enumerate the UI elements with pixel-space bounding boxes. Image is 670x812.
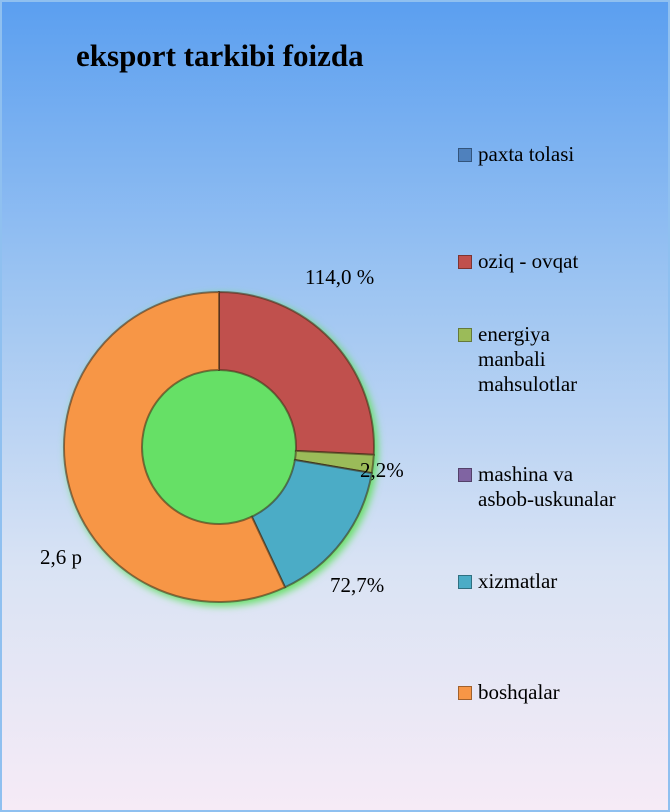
chart-title: eksport tarkibi foizda <box>76 38 364 73</box>
legend-item: boshqalar <box>458 680 560 705</box>
legend-label: paxta tolasi <box>478 142 575 166</box>
legend-label: boshqalar <box>478 680 560 704</box>
legend-item: oziq - ovqat <box>458 249 578 274</box>
annotation: 2,6 р <box>40 545 82 569</box>
slice <box>63 290 287 603</box>
legend-label: mashina va asbob-uskunalar <box>478 462 616 511</box>
annotation: 72,7% <box>330 573 385 597</box>
legend-swatch <box>458 255 472 269</box>
legend-item: energiya manbali mahsulotlar <box>458 322 577 397</box>
legend-label: energiya manbali mahsulotlar <box>478 322 578 396</box>
legend-swatch <box>458 686 472 700</box>
legend-swatch <box>458 148 472 162</box>
legend-swatch <box>458 575 472 589</box>
legend-swatch <box>458 328 472 342</box>
legend-item: xizmatlar <box>458 569 557 594</box>
annotation: 114,0 % <box>305 265 375 289</box>
annotation: 2,2% <box>360 458 404 482</box>
legend-label: oziq - ovqat <box>478 249 579 273</box>
legend-item: paxta tolasi <box>458 142 574 167</box>
slice <box>218 290 375 456</box>
legend-item: mashina va asbob-uskunalar <box>458 462 616 512</box>
legend-label: xizmatlar <box>478 569 558 593</box>
legend-swatch <box>458 468 472 482</box>
